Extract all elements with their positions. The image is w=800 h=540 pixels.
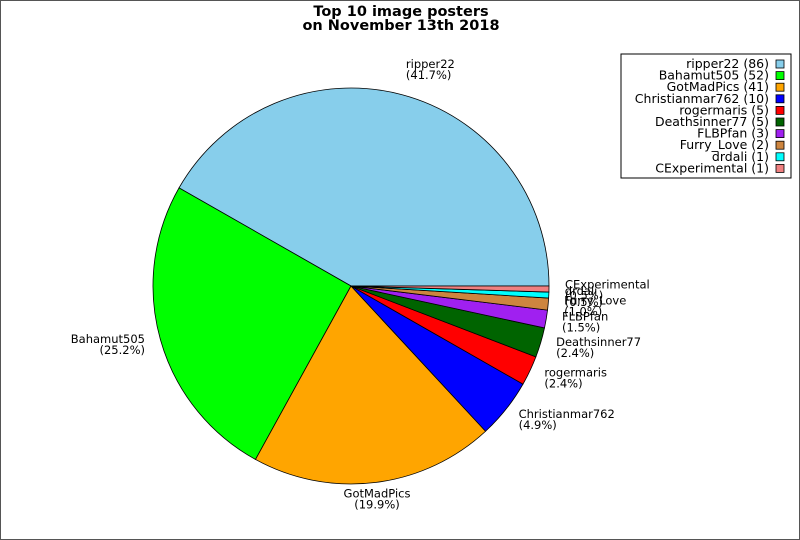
- legend-swatch: [775, 71, 785, 80]
- legend-swatch: [775, 140, 785, 150]
- legend-label: GotMadPics (41): [667, 79, 769, 94]
- legend-swatch: [775, 106, 785, 115]
- slice-percent: (0.5%): [565, 288, 603, 302]
- legend-label: Christianmar762 (10): [635, 91, 769, 106]
- legend-label: drdali (1): [712, 149, 769, 164]
- chart-title: Top 10 image posters: [313, 4, 489, 20]
- slice-label: Christianmar762: [519, 407, 615, 421]
- legend-label: rogermaris (5): [679, 102, 769, 117]
- slice-percent: (4.9%): [519, 418, 557, 432]
- slice-label: rogermaris: [544, 366, 607, 380]
- slice-label: ripper22: [406, 57, 455, 71]
- legend-label: Bahamut505 (52): [659, 68, 769, 83]
- legend-swatch: [775, 129, 785, 139]
- legend-swatch: [775, 152, 785, 162]
- slice-percent: (0.5%): [565, 295, 603, 309]
- legend-label: Furry_Love (2): [680, 137, 769, 152]
- slice-percent: (19.9%): [354, 497, 400, 511]
- pie-slice-bahamut505: [152, 187, 352, 460]
- legend-swatch: [775, 82, 785, 92]
- legend-label: CExperimental (1): [655, 160, 769, 175]
- slice-percent: (41.7%): [406, 68, 452, 82]
- legend-swatch: [775, 94, 785, 104]
- legend-swatch: [775, 59, 785, 69]
- legend-box: [620, 53, 792, 179]
- slice-label: CExperimental: [565, 277, 650, 291]
- slice-label: FLBPfan: [562, 310, 608, 324]
- slice-percent: (25.2%): [99, 343, 145, 357]
- pie-slice-cexperimental: [350, 285, 550, 293]
- legend-label: ripper22 (86): [686, 56, 769, 71]
- pie-slice-gotmadpics: [254, 285, 487, 485]
- legend-label: Deathsinner77 (5): [655, 114, 769, 129]
- slice-label: GotMadPics: [344, 486, 411, 500]
- slice-label: Bahamut505: [71, 332, 145, 346]
- legend-label: FLBPfan (3): [697, 126, 769, 141]
- slice-label: Deathsinner77: [556, 335, 641, 349]
- pie-slice-ripper22: [178, 87, 550, 287]
- slice-percent: (2.4%): [556, 346, 594, 360]
- legend-swatch: [775, 163, 785, 173]
- legend-swatch: [775, 117, 785, 127]
- slice-percent: (1.0%): [564, 305, 602, 319]
- slice-label: drdali: [565, 284, 598, 298]
- slice-label: Furry_Love: [564, 294, 626, 308]
- slice-percent: (2.4%): [544, 377, 582, 391]
- slice-percent: (1.5%): [562, 321, 600, 335]
- chart-subtitle: on November 13th 2018: [302, 18, 500, 34]
